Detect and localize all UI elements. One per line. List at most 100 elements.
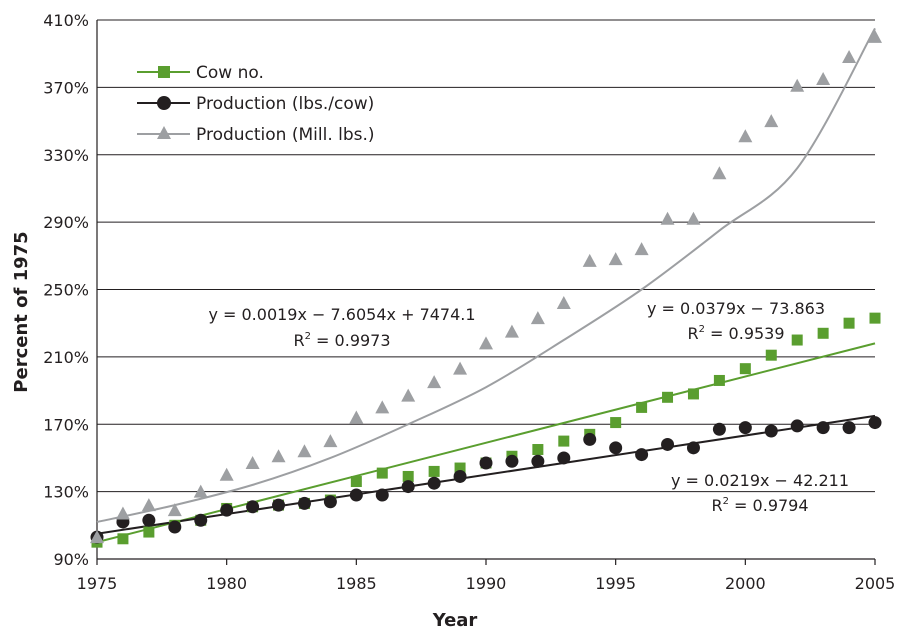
point-production-lbs-cow xyxy=(790,419,804,433)
point-cow-no xyxy=(610,417,622,429)
point-production-mill-lbs xyxy=(167,503,182,517)
point-production-lbs-cow xyxy=(272,498,286,512)
x-axis-title: Year xyxy=(432,610,478,631)
axes xyxy=(96,20,876,565)
legend-item-cow-no: Cow no. xyxy=(137,63,264,83)
annotation-r2-cow-no: R2 = 0.9539 xyxy=(687,324,784,343)
tick-labels: 90% 130% 170% 210% 250% 290% 330% 370% 410% 1975 1… xyxy=(43,11,895,593)
point-production-lbs-cow xyxy=(583,432,597,446)
point-production-mill-lbs xyxy=(193,484,208,498)
annotation-production-lbs-cow: y = 0.0219x − 42.211 R2 = 0.9794 xyxy=(671,471,849,515)
point-production-lbs-cow xyxy=(168,520,182,534)
y-tick-label: 130% xyxy=(43,483,89,502)
point-production-mill-lbs xyxy=(219,467,234,481)
point-production-mill-lbs xyxy=(479,336,493,350)
point-production-mill-lbs xyxy=(530,311,545,325)
point-production-lbs-cow xyxy=(427,476,441,490)
point-production-lbs-cow xyxy=(635,448,649,462)
point-cow-no xyxy=(791,334,803,346)
point-production-mill-lbs xyxy=(401,388,416,402)
point-production-mill-lbs xyxy=(556,295,571,309)
point-production-lbs-cow xyxy=(349,488,363,502)
annotation-cow-no: y = 0.0379x − 73.863 R2 = 0.9539 xyxy=(647,299,825,343)
y-tick-label: 250% xyxy=(43,281,89,300)
point-cow-no xyxy=(376,467,388,479)
point-production-mill-lbs xyxy=(660,211,675,225)
data-points xyxy=(90,29,882,548)
annotation-production-mill-lbs: y = 0.0019x − 7.6054x + 7474.1 R2 = 0.99… xyxy=(208,305,475,350)
point-cow-no xyxy=(765,349,777,361)
point-production-lbs-cow xyxy=(220,503,234,517)
point-cow-no xyxy=(143,526,155,538)
point-production-lbs-cow xyxy=(453,469,467,483)
point-cow-no xyxy=(532,444,544,456)
point-production-lbs-cow xyxy=(868,416,882,430)
point-cow-no xyxy=(117,533,129,545)
point-production-mill-lbs xyxy=(764,114,779,128)
point-production-lbs-cow xyxy=(557,451,571,465)
point-production-mill-lbs xyxy=(349,410,364,424)
point-production-mill-lbs xyxy=(323,434,338,448)
point-production-mill-lbs xyxy=(90,530,104,544)
point-production-mill-lbs xyxy=(868,29,882,43)
point-production-mill-lbs xyxy=(790,78,805,92)
point-production-mill-lbs xyxy=(115,506,130,520)
y-tick-label: 90% xyxy=(53,550,89,569)
legend: Cow no. Production (lbs./cow) Production… xyxy=(137,63,375,145)
x-tick-label: 1975 xyxy=(77,574,118,593)
point-production-lbs-cow xyxy=(842,421,856,435)
point-production-mill-lbs xyxy=(141,498,156,512)
y-axis-title: Percent of 1975 xyxy=(11,231,32,392)
annotation-equation-production-mill-lbs: y = 0.0019x − 7.6054x + 7474.1 xyxy=(208,305,475,324)
point-cow-no xyxy=(687,388,699,400)
point-production-mill-lbs xyxy=(816,71,831,85)
annotation-r2-production-lbs-cow: R2 = 0.9794 xyxy=(711,496,808,515)
point-production-mill-lbs xyxy=(608,252,623,266)
point-production-lbs-cow xyxy=(661,437,675,451)
point-production-mill-lbs xyxy=(582,253,597,267)
point-production-lbs-cow xyxy=(375,488,389,502)
point-cow-no xyxy=(428,465,440,477)
point-production-lbs-cow xyxy=(401,480,415,494)
point-production-lbs-cow xyxy=(712,422,726,436)
point-production-lbs-cow xyxy=(246,500,260,514)
y-tick-label: 210% xyxy=(43,348,89,367)
point-cow-no xyxy=(662,391,674,403)
point-production-mill-lbs xyxy=(375,400,390,414)
point-cow-no xyxy=(350,476,362,488)
point-production-lbs-cow xyxy=(323,495,337,509)
x-tick-label: 1995 xyxy=(595,574,636,593)
legend-marker-square xyxy=(158,66,170,78)
annotation-equation-cow-no: y = 0.0379x − 73.863 xyxy=(647,299,825,318)
legend-item-production-lbs-cow: Production (lbs./cow) xyxy=(137,94,374,114)
point-production-lbs-cow xyxy=(142,513,156,527)
grid-lines xyxy=(97,19,875,493)
annotation-equation-production-lbs-cow: y = 0.0219x − 42.211 xyxy=(671,471,849,490)
x-tick-label: 2005 xyxy=(855,574,896,593)
x-tick-label: 1980 xyxy=(206,574,247,593)
point-production-lbs-cow xyxy=(738,421,752,435)
legend-label-production-lbs-cow: Production (lbs./cow) xyxy=(196,94,374,114)
point-production-mill-lbs xyxy=(245,455,260,469)
legend-marker-circle xyxy=(157,96,171,110)
point-production-lbs-cow xyxy=(764,424,778,438)
point-production-lbs-cow xyxy=(686,441,700,455)
point-production-mill-lbs xyxy=(453,361,468,375)
y-tick-label: 370% xyxy=(43,78,89,97)
y-tick-label: 170% xyxy=(43,415,89,434)
point-production-mill-lbs xyxy=(271,449,286,463)
x-tick-label: 1990 xyxy=(466,574,507,593)
y-tick-label: 410% xyxy=(43,11,89,30)
y-tick-label: 330% xyxy=(43,146,89,165)
point-production-lbs-cow xyxy=(505,454,519,468)
point-cow-no xyxy=(843,317,855,329)
point-cow-no xyxy=(636,401,648,413)
point-cow-no xyxy=(817,327,829,339)
point-production-lbs-cow xyxy=(531,454,545,468)
point-production-mill-lbs xyxy=(504,324,519,338)
legend-label-production-mill-lbs: Production (Mill. lbs.) xyxy=(196,125,375,145)
legend-marker-triangle xyxy=(157,126,171,139)
point-production-lbs-cow xyxy=(297,496,311,510)
point-production-lbs-cow xyxy=(609,441,623,455)
